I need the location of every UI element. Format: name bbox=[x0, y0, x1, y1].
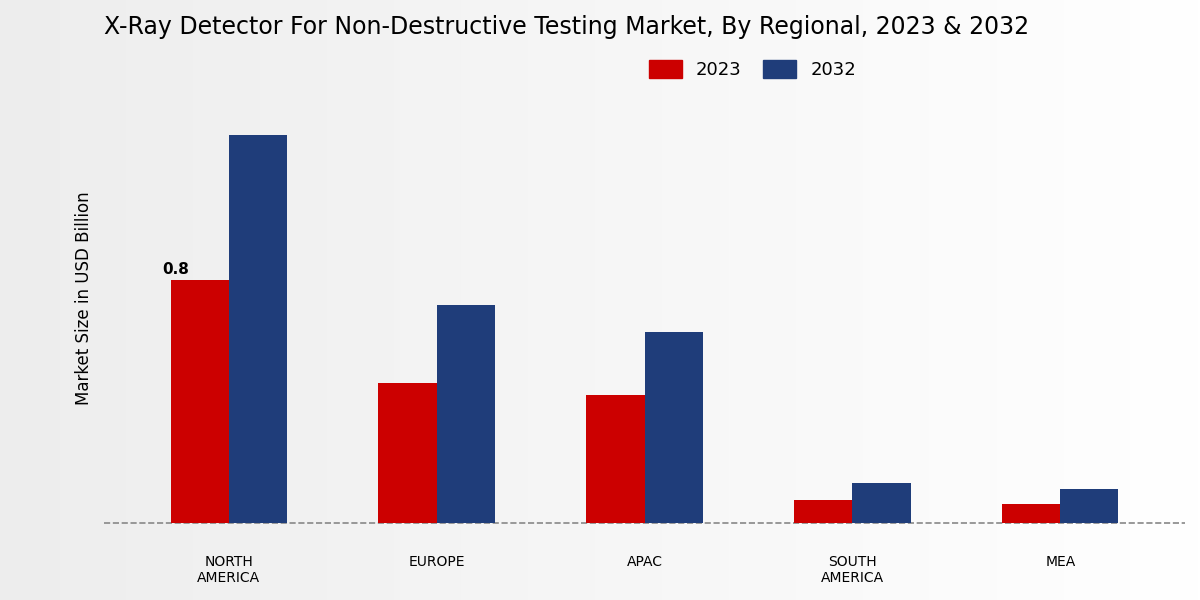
Y-axis label: Market Size in USD Billion: Market Size in USD Billion bbox=[74, 192, 94, 406]
Bar bbox=[852, 483, 911, 523]
Bar bbox=[229, 135, 287, 523]
Text: X-Ray Detector For Non-Destructive Testing Market, By Regional, 2023 & 2032: X-Ray Detector For Non-Destructive Testi… bbox=[104, 15, 1030, 39]
Bar bbox=[1061, 489, 1118, 523]
Bar bbox=[378, 383, 437, 523]
Bar bbox=[587, 395, 644, 523]
Bar bbox=[794, 500, 852, 523]
Legend: 2023, 2032: 2023, 2032 bbox=[642, 53, 863, 86]
Bar bbox=[1002, 505, 1061, 523]
Text: 0.8: 0.8 bbox=[162, 262, 190, 277]
Bar bbox=[644, 332, 703, 523]
Bar bbox=[170, 280, 229, 523]
Bar bbox=[437, 305, 494, 523]
